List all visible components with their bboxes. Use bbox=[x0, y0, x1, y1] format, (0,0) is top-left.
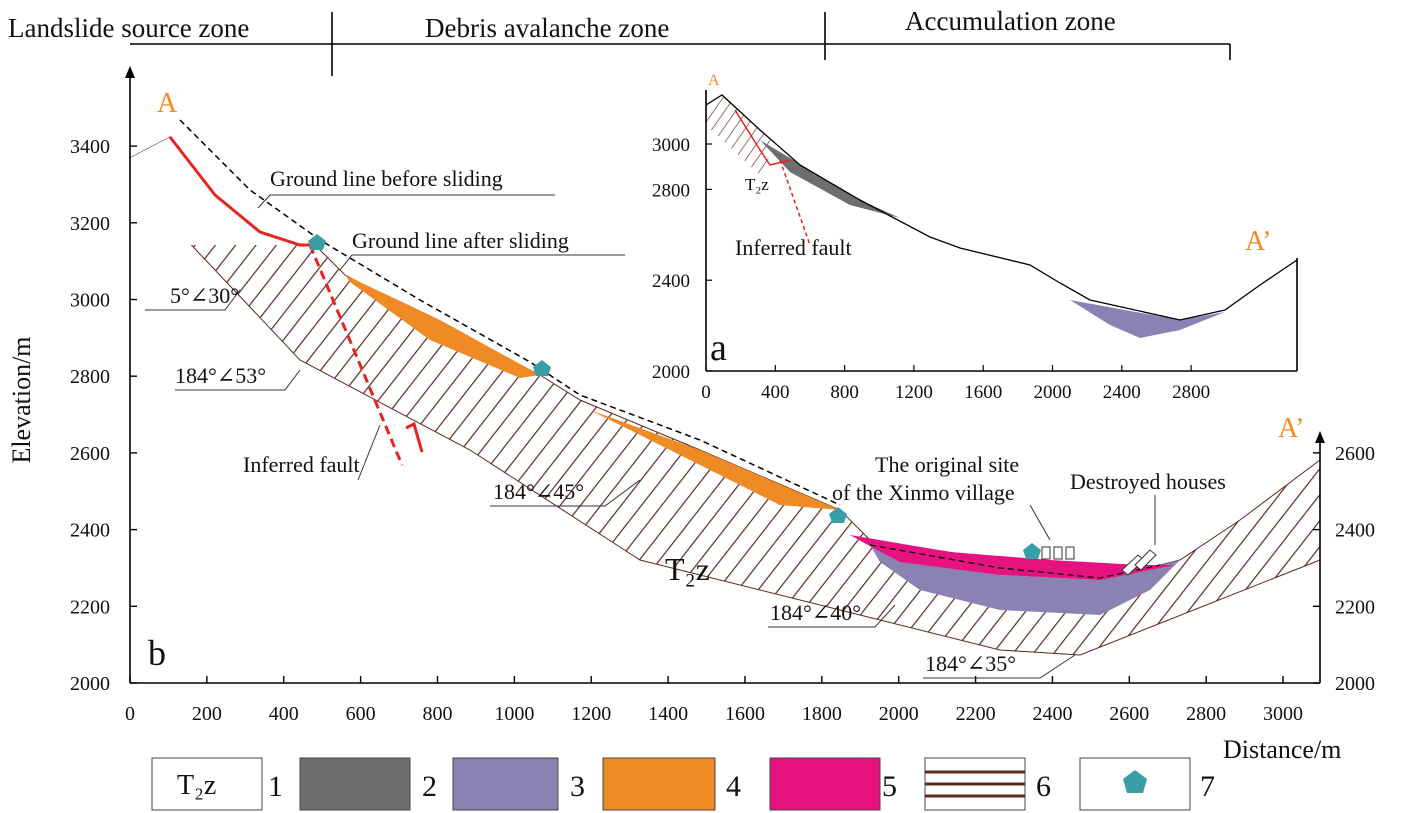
y-tick-label: 2000 bbox=[70, 673, 110, 695]
y-tick-label: 3200 bbox=[70, 213, 110, 235]
x-tick-label: 1600 bbox=[964, 382, 1002, 403]
x-tick-label: 200 bbox=[192, 703, 222, 725]
annotation: Ground line before sliding bbox=[270, 166, 503, 191]
legend-number: 2 bbox=[422, 770, 437, 803]
y-tick-label: 2400 bbox=[70, 520, 110, 542]
legend-number: 6 bbox=[1036, 770, 1051, 803]
annotation: of the Xinmo village bbox=[832, 480, 1015, 505]
annotation: 184°∠35° bbox=[925, 651, 1016, 676]
y-tick-label: 2000 bbox=[652, 362, 690, 383]
x-tick-label: 0 bbox=[701, 382, 711, 403]
zone-label: Accumulation zone bbox=[905, 6, 1116, 36]
y-tick-label: 3000 bbox=[652, 135, 690, 156]
y-tick-label: 2200 bbox=[70, 596, 110, 618]
panel-label: a bbox=[710, 327, 727, 369]
panel-label: b bbox=[148, 633, 166, 673]
y-tick-label: 2400 bbox=[1335, 520, 1375, 542]
x-tick-label: 1400 bbox=[648, 703, 688, 725]
legend-number: 1 bbox=[268, 770, 283, 803]
x-tick-label: 1200 bbox=[895, 382, 933, 403]
annotation: Destroyed houses bbox=[1070, 469, 1226, 494]
legend-number: 4 bbox=[726, 770, 741, 803]
legend-symbol: T₂z bbox=[177, 770, 216, 801]
annotation: 184°∠53° bbox=[175, 363, 266, 388]
x-tick-label: 800 bbox=[830, 382, 859, 403]
annotation: Ground line after sliding bbox=[352, 228, 569, 253]
legend-number: 5 bbox=[882, 770, 897, 803]
y-tick-label: 2400 bbox=[652, 271, 690, 292]
x-tick-label: 2000 bbox=[879, 703, 919, 725]
x-tick-label: 2600 bbox=[1109, 703, 1149, 725]
annotation: Inferred fault bbox=[243, 452, 360, 477]
inset-label: T₂z bbox=[745, 175, 769, 194]
x-tick-label: 3000 bbox=[1263, 703, 1303, 725]
x-tick-label: 400 bbox=[269, 703, 299, 725]
x-tick-label: 0 bbox=[125, 703, 135, 725]
inset: a A A’ T₂z Inferred fault 0 400 800 1200 160… bbox=[652, 60, 1297, 403]
x-tick-label: 800 bbox=[422, 703, 452, 725]
x-tick-label: 2800 bbox=[1186, 703, 1226, 725]
inset-label: Inferred fault bbox=[735, 235, 852, 260]
x-tick-label: 2200 bbox=[956, 703, 996, 725]
x-tick-label: 1200 bbox=[571, 703, 611, 725]
y-tick-label: 2600 bbox=[1335, 443, 1375, 465]
x-tick-label: 400 bbox=[761, 382, 790, 403]
y-tick-label: 2000 bbox=[1335, 673, 1375, 695]
annotation: 184°∠40° bbox=[770, 600, 861, 625]
x-tick-label: 2800 bbox=[1172, 382, 1210, 403]
y-tick-label: 2200 bbox=[1335, 596, 1375, 618]
annotation: T₂z bbox=[665, 551, 710, 587]
y-tick-label: 2600 bbox=[70, 443, 110, 465]
section-label: A’ bbox=[1245, 226, 1271, 257]
legend: T₂z 1 2 3 4 5 6 7 bbox=[152, 758, 1215, 810]
section-label: A bbox=[708, 72, 720, 89]
x-tick-label: 1600 bbox=[725, 703, 765, 725]
y-tick-label: 2800 bbox=[70, 366, 110, 388]
figure: Landslide source zone Debris avalanche z… bbox=[0, 0, 1412, 813]
legend-number: 7 bbox=[1200, 770, 1215, 803]
y-axis-label: Elevation/m bbox=[7, 336, 36, 463]
annotation: 184°∠45° bbox=[493, 479, 584, 504]
x-tick-label: 1000 bbox=[494, 703, 534, 725]
zone-label: Debris avalanche zone bbox=[425, 13, 669, 43]
section-label: A’ bbox=[1278, 413, 1304, 444]
y-tick-label: 3400 bbox=[70, 136, 110, 158]
annotation: 5°∠30° bbox=[170, 283, 239, 308]
section-label: A bbox=[157, 88, 178, 119]
x-tick-label: 600 bbox=[346, 703, 376, 725]
x-tick-label: 1800 bbox=[802, 703, 842, 725]
x-tick-label: 2400 bbox=[1032, 703, 1072, 725]
x-axis-label: Distance/m bbox=[1223, 735, 1341, 764]
page: Landslide source zone Debris avalanche z… bbox=[0, 0, 1412, 813]
x-tick-label: 2400 bbox=[1103, 382, 1141, 403]
legend-number: 3 bbox=[570, 770, 585, 803]
annotation: The original site bbox=[875, 452, 1019, 477]
x-tick-label: 2000 bbox=[1034, 382, 1072, 403]
y-tick-label: 2800 bbox=[652, 180, 690, 201]
zone-label: Landslide source zone bbox=[8, 13, 249, 43]
y-tick-label: 3000 bbox=[70, 290, 110, 312]
